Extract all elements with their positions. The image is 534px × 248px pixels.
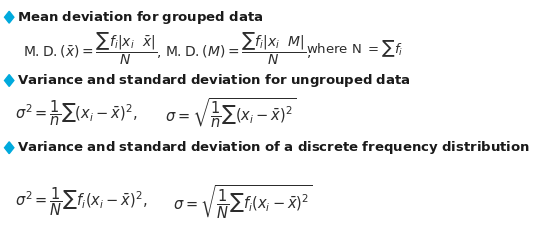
Polygon shape: [4, 75, 14, 86]
Text: $\mathrm{M.D.}(\bar{x}) = \dfrac{\sum f_i|x_i\ \ \bar{x}|}{N},$: $\mathrm{M.D.}(\bar{x}) = \dfrac{\sum f_…: [23, 31, 162, 67]
Text: $\bf{Mean\ deviation\ for\ grouped\ data}$: $\bf{Mean\ deviation\ for\ grouped\ data…: [17, 9, 263, 26]
Polygon shape: [4, 11, 14, 23]
Text: $\bf{Variance\ and\ standard\ deviation\ of\ a\ discrete\ frequency\ distributio: $\bf{Variance\ and\ standard\ deviation\…: [17, 139, 530, 156]
Polygon shape: [4, 142, 14, 154]
Text: $\bf{Variance\ and\ standard\ deviation\ for\ ungrouped\ data}$: $\bf{Variance\ and\ standard\ deviation\…: [17, 72, 411, 89]
Text: $\sigma = \sqrt{\dfrac{1}{n}\sum(x_i - \bar{x})^2}$: $\sigma = \sqrt{\dfrac{1}{n}\sum(x_i - \…: [165, 96, 296, 130]
Text: $\sigma^2 = \dfrac{1}{n}\sum(x_i - \bar{x})^2,$: $\sigma^2 = \dfrac{1}{n}\sum(x_i - \bar{…: [15, 98, 138, 128]
Text: $\sigma^2 = \dfrac{1}{N}\sum f_i(x_i - \bar{x})^2,$: $\sigma^2 = \dfrac{1}{N}\sum f_i(x_i - \…: [15, 186, 148, 218]
Text: where N $= \sum f_i$: where N $= \sum f_i$: [305, 38, 403, 59]
Text: $\mathrm{M.D.}(M) = \dfrac{\sum f_i|x_i\ \ M|}{N},$: $\mathrm{M.D.}(M) = \dfrac{\sum f_i|x_i\…: [165, 31, 311, 67]
Text: $\sigma = \sqrt{\dfrac{1}{N}\sum f_i(x_i - \bar{x})^2}$: $\sigma = \sqrt{\dfrac{1}{N}\sum f_i(x_i…: [173, 184, 312, 221]
